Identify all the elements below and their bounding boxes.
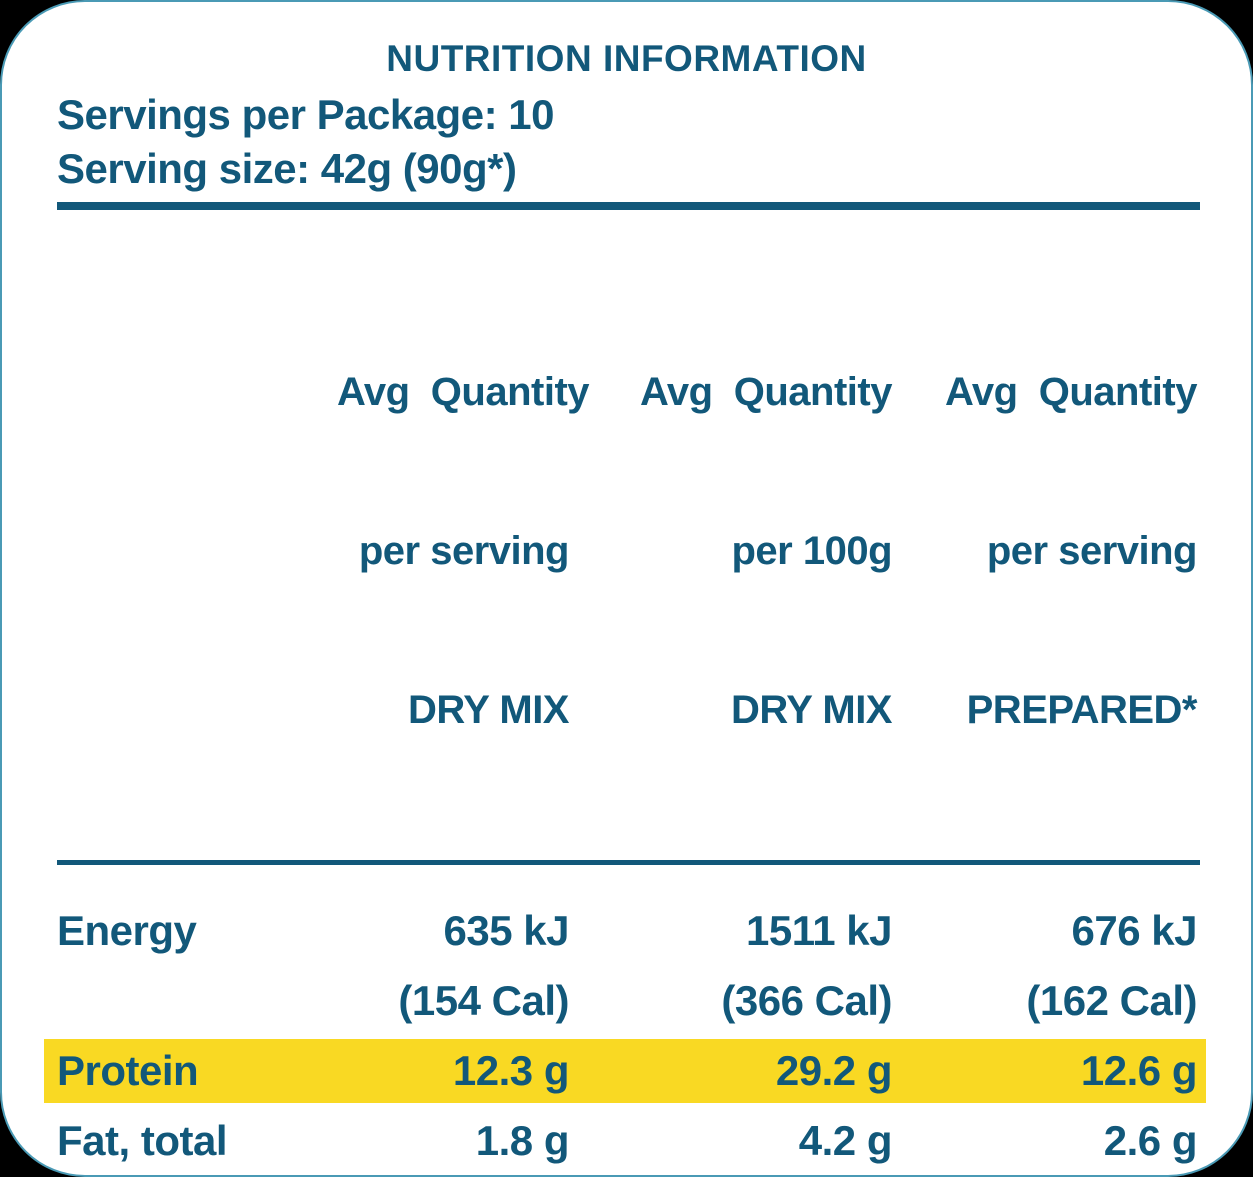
panel-title: NUTRITION INFORMATION [386,38,867,79]
column-header-nutrient [57,260,337,843]
servings-per-package: Servings per Package: 10 [57,91,554,138]
row-value-prepared: (162 Cal) [1026,977,1197,1024]
column-header-line: per 100g [731,529,892,573]
row-value-per-100g: 29.2 g [775,1047,893,1094]
table-row-fat-total: Fat, total 1.8 g 4.2 g 2.6 g [2,1106,1251,1175]
column-header-per-100g-dry-mix: Avg Quantity per 100g DRY MIX [569,260,893,843]
column-header-per-serving-dry-mix: Avg Quantity per serving DRY MIX [337,260,590,843]
column-header-line: per serving [986,529,1198,573]
column-header-line: DRY MIX [731,688,892,732]
row-label: Fat, total [57,1117,228,1164]
column-header-line: PREPARED* [966,688,1198,732]
row-value-prepared: 12.6 g [1080,1047,1198,1094]
column-headers: Avg Quantity per serving DRY MIX Avg Qua… [2,260,1251,843]
column-header-line: Avg Quantity [337,370,590,414]
row-value-prepared: 676 kJ [1071,907,1198,954]
row-label: Energy [57,907,197,954]
row-value-per-serving: 12.3 g [452,1047,570,1094]
row-value-prepared: 2.6 g [1103,1117,1198,1164]
row-value-per-serving: 1.8 g [475,1117,570,1164]
column-header-line: Avg Quantity [639,370,893,414]
column-header-line: DRY MIX [408,688,569,732]
divider-thin [57,860,1200,865]
row-label: Protein [57,1047,199,1094]
row-value-per-serving: (154 Cal) [398,977,569,1024]
row-value-per-100g: 1511 kJ [745,907,893,954]
column-header-per-serving-prepared: Avg Quantity per serving PREPARED* [892,260,1198,843]
row-value-per-serving: 635 kJ [443,907,570,954]
divider-thick [57,202,1200,210]
column-header-line: per serving [358,529,570,573]
table-row-energy-calories: (154 Cal) (366 Cal) (162 Cal) [2,966,1251,1036]
serving-size: Serving size: 42g (90g*) [57,145,517,192]
column-header-line: Avg Quantity [944,370,1198,414]
table-row-energy: Energy 635 kJ 1511 kJ 676 kJ [2,896,1251,966]
nutrition-table: Energy 635 kJ 1511 kJ 676 kJ (154 Cal) (… [2,896,1251,1175]
row-value-per-100g: 4.2 g [798,1117,893,1164]
table-row-protein: Protein 12.3 g 29.2 g 12.6 g [2,1036,1251,1106]
row-value-per-100g: (366 Cal) [721,977,892,1024]
serving-info: Servings per Package: 10 Serving size: 4… [2,88,1251,196]
